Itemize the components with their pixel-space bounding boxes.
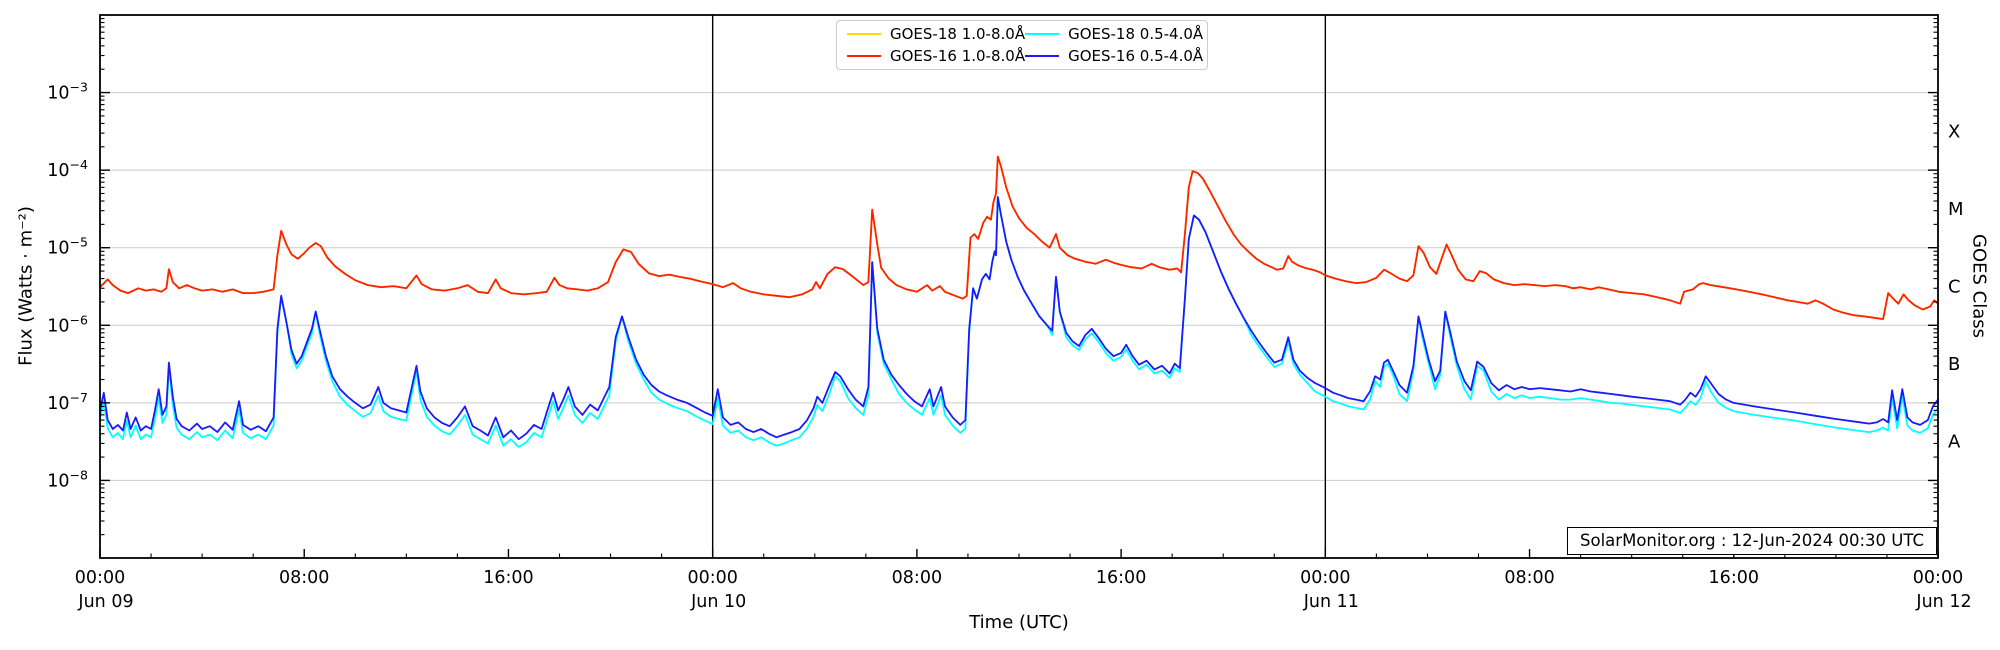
legend-label-goes16-short: GOES-16 0.5-4.0Å [1068, 47, 1204, 65]
series-goes16-long [99, 155, 1939, 320]
legend-item-goes16-short: GOES-16 0.5-4.0Å [1025, 47, 1203, 65]
legend-item-goes18-short: GOES-18 0.5-4.0Å [1025, 25, 1203, 43]
legend-item-goes18-long: GOES-18 1.0-8.0Å [847, 25, 1025, 43]
x-tick-label: 16:00 [483, 568, 533, 588]
legend-line-swatch-goes16-short [1025, 55, 1060, 57]
legend-item-goes16-long: GOES-16 1.0-8.0Å [847, 47, 1025, 65]
y-axis-title: Flux (Watts · m⁻²) [15, 206, 37, 366]
goes-class-letter-b: B [1948, 354, 1960, 375]
x-tick-label: 00:00 [1913, 568, 1963, 588]
x-tick-day-label: Jun 12 [1915, 592, 1971, 612]
y-tick-label: 10−7 [47, 390, 88, 414]
goes-class-letter-m: M [1948, 199, 1964, 220]
legend-line-swatch-goes16-long [847, 55, 881, 57]
goes-class-letter-a: A [1948, 432, 1961, 453]
legend: GOES-18 1.0-8.0Å GOES-16 1.0-8.0Å GOES-18 … [836, 20, 1208, 70]
series-goes18-short [99, 196, 1939, 448]
x-tick-label: 08:00 [892, 568, 942, 588]
y-tick-label: 10−3 [47, 80, 88, 104]
legend-label-goes18-long: GOES-18 1.0-8.0Å [890, 25, 1026, 43]
x-tick-label: 00:00 [1300, 568, 1350, 588]
legend-label-goes18-short: GOES-18 0.5-4.0Å [1068, 25, 1204, 43]
series-goes18-long [99, 155, 1939, 320]
x-tick-label: 00:00 [687, 568, 737, 588]
x-tick-day-label: Jun 09 [77, 592, 133, 612]
x-tick-label: 00:00 [75, 568, 125, 588]
legend-line-swatch-goes18-short [1025, 33, 1060, 35]
x-tick-label: 16:00 [1709, 568, 1759, 588]
goes-class-letter-c: C [1948, 277, 1961, 298]
source-annotation: SolarMonitor.org : 12-Jun-2024 00:30 UTC [1567, 527, 1937, 555]
x-tick-label: 08:00 [1504, 568, 1554, 588]
legend-line-swatch-goes18-long [847, 33, 881, 35]
series-goes16-short [99, 196, 1939, 441]
legend-label-goes16-long: GOES-16 1.0-8.0Å [890, 47, 1026, 65]
y-tick-label: 10−5 [47, 235, 88, 259]
y-tick-label: 10−8 [47, 467, 88, 491]
x-tick-label: 16:00 [1096, 568, 1146, 588]
x-axis-title: Time (UTC) [969, 612, 1069, 633]
x-tick-day-label: Jun 10 [690, 592, 746, 612]
right-axis-title: GOES Class [1968, 234, 1990, 338]
y-tick-label: 10−6 [47, 312, 88, 336]
x-tick-label: 08:00 [279, 568, 329, 588]
x-tick-day-label: Jun 11 [1303, 592, 1359, 612]
y-tick-label: 10−4 [47, 157, 88, 181]
goes-class-letter-x: X [1948, 121, 1960, 142]
